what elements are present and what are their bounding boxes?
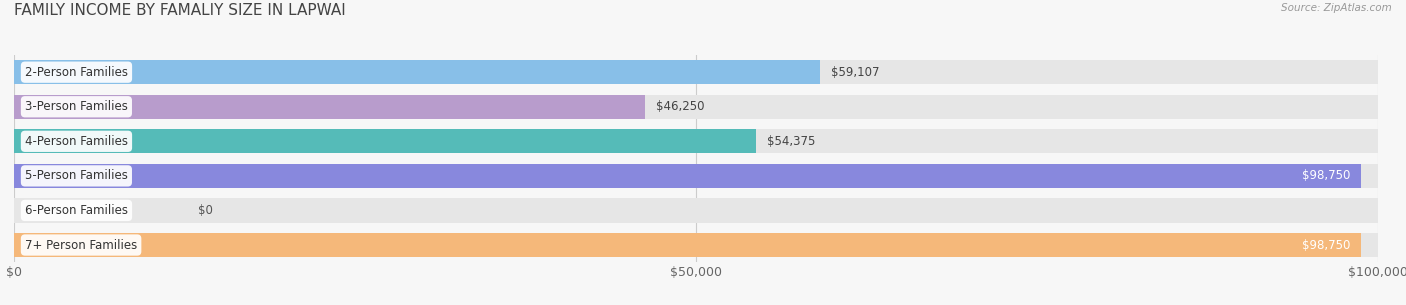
Bar bbox=[14, 129, 755, 153]
Text: $0: $0 bbox=[198, 204, 214, 217]
Text: 4-Person Families: 4-Person Families bbox=[25, 135, 128, 148]
Text: 7+ Person Families: 7+ Person Families bbox=[25, 239, 138, 252]
Text: Source: ZipAtlas.com: Source: ZipAtlas.com bbox=[1281, 3, 1392, 13]
Text: 6-Person Families: 6-Person Families bbox=[25, 204, 128, 217]
Text: $98,750: $98,750 bbox=[1302, 239, 1350, 252]
Bar bbox=[14, 164, 1378, 188]
Text: $46,250: $46,250 bbox=[655, 100, 704, 113]
Text: FAMILY INCOME BY FAMALIY SIZE IN LAPWAI: FAMILY INCOME BY FAMALIY SIZE IN LAPWAI bbox=[14, 3, 346, 18]
Text: 5-Person Families: 5-Person Families bbox=[25, 169, 128, 182]
Text: $98,750: $98,750 bbox=[1302, 169, 1350, 182]
Text: $54,375: $54,375 bbox=[766, 135, 815, 148]
Bar bbox=[14, 60, 820, 84]
Bar bbox=[14, 95, 645, 119]
Bar bbox=[14, 164, 1361, 188]
Bar bbox=[14, 95, 1378, 119]
Text: 2-Person Families: 2-Person Families bbox=[25, 66, 128, 79]
Bar bbox=[14, 233, 1361, 257]
Bar bbox=[14, 198, 1378, 223]
Bar bbox=[14, 233, 1378, 257]
Text: $59,107: $59,107 bbox=[831, 66, 880, 79]
Bar bbox=[14, 60, 1378, 84]
Text: 3-Person Families: 3-Person Families bbox=[25, 100, 128, 113]
Bar bbox=[14, 129, 1378, 153]
